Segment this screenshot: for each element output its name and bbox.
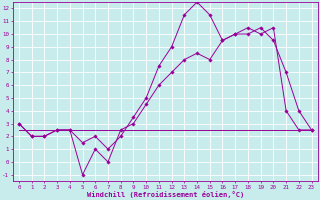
X-axis label: Windchill (Refroidissement éolien,°C): Windchill (Refroidissement éolien,°C) (87, 191, 244, 198)
